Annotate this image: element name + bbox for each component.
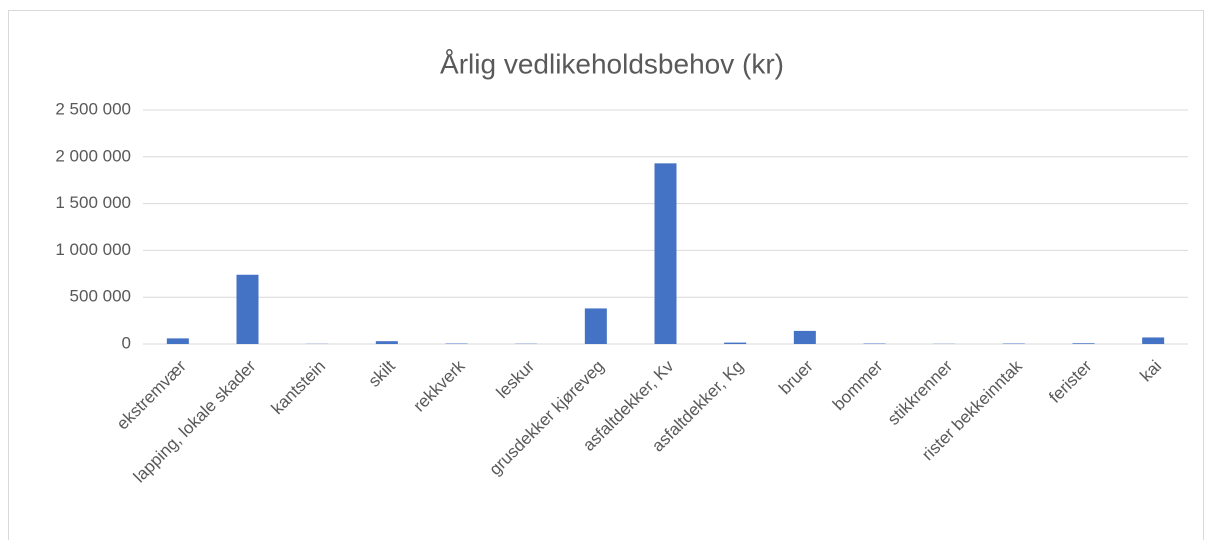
bar — [236, 274, 259, 344]
chart-title: Årlig vedlikeholdsbehov (kr) — [440, 48, 784, 79]
x-tick-label: kai — [1136, 357, 1165, 386]
bar — [584, 308, 607, 344]
bar — [793, 330, 816, 344]
y-tick-label: 1 500 000 — [55, 193, 131, 212]
y-tick-label: 0 — [122, 333, 131, 352]
x-tick-label: bommer — [829, 356, 887, 414]
y-tick-label: 2 000 000 — [55, 146, 131, 165]
y-tick-label: 1 000 000 — [55, 240, 131, 259]
x-tick-label: ferister — [1045, 356, 1095, 406]
x-tick-label: ekstremvær — [113, 356, 190, 433]
y-tick-label: 500 000 — [70, 287, 131, 306]
bar — [654, 163, 677, 344]
x-tick-label: stikkrenner — [884, 356, 956, 428]
bar — [724, 342, 747, 344]
x-tick-label: bruer — [775, 356, 817, 398]
y-tick-label: 2 500 000 — [55, 99, 131, 118]
bar — [1142, 337, 1165, 344]
bar — [166, 338, 189, 344]
x-tick-label: skilt — [365, 356, 399, 390]
x-tick-label: grusdekker kjøreveg — [485, 357, 607, 479]
bar — [1072, 343, 1095, 344]
x-tick-label: rekkverk — [410, 356, 469, 415]
chart-border — [8, 10, 1204, 540]
bar — [375, 341, 398, 344]
x-tick-label: lapping, lokale skader — [130, 356, 260, 486]
x-tick-label: leskur — [493, 356, 539, 402]
x-tick-label: kantstein — [268, 357, 330, 419]
